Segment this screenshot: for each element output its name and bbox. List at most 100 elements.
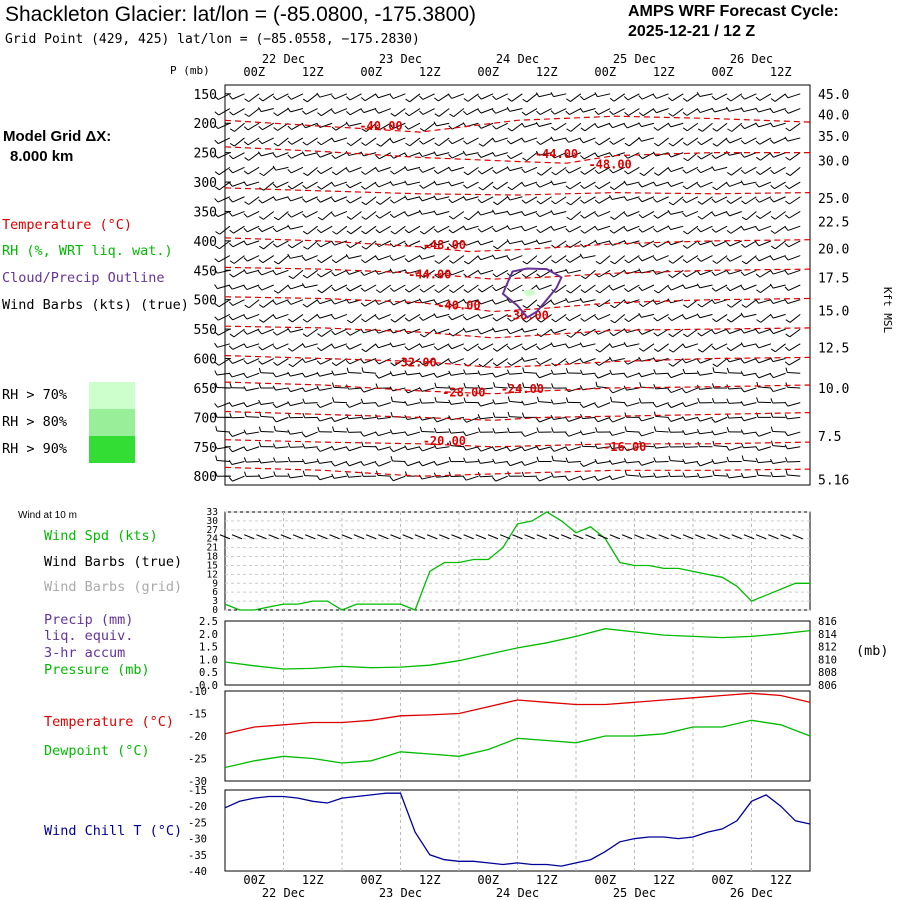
wind-barb	[760, 314, 772, 323]
wind-10m-barb	[280, 534, 291, 540]
wind-barb-flag	[272, 227, 277, 233]
wind-barb-flag	[433, 346, 439, 351]
wind-barb-flag	[756, 470, 759, 476]
wind-barb-flag	[594, 199, 600, 204]
wind-barb	[480, 475, 494, 478]
wind-barb	[687, 299, 699, 308]
wind-barb-flag	[594, 212, 599, 217]
wind-barb	[365, 225, 377, 235]
wind-barb	[216, 430, 230, 433]
wind-barb	[232, 166, 245, 174]
wind-barb-flag	[389, 342, 394, 348]
wind-barb-flag	[755, 256, 760, 262]
wind-barb-flag	[711, 398, 715, 404]
wind-barb	[467, 358, 479, 367]
wind-barb-flag	[287, 213, 292, 218]
wind-barb	[350, 137, 362, 147]
wind-barb-flag	[667, 316, 673, 321]
wind-barb	[424, 122, 435, 132]
wind-barb-flag	[551, 455, 554, 461]
wind-barb	[407, 196, 421, 201]
wind-barb-flag	[623, 342, 628, 347]
wind-barb-flag	[566, 128, 572, 132]
wind-10m-barb	[646, 534, 657, 540]
wind-barb-flag	[550, 153, 555, 159]
wind-barb-flag	[462, 327, 467, 333]
height-tick-label: 22.5	[818, 215, 849, 230]
wind-barb-flag	[784, 270, 789, 275]
wind-barb-flag	[346, 142, 352, 147]
wind-barb	[422, 461, 435, 467]
wind-barb-flag	[638, 228, 643, 233]
wind-barb-flag	[696, 283, 701, 289]
wind-barb	[261, 358, 274, 365]
wind-barb-flag	[331, 382, 335, 388]
wind-barb-flag	[448, 215, 454, 220]
wind-barb-flag	[419, 140, 424, 145]
wind-barb	[480, 269, 494, 275]
wind-barb-flag	[521, 432, 526, 437]
wind-barb-flag	[361, 142, 366, 146]
wind-barb-flag	[374, 93, 379, 99]
wind-barb-flag	[316, 229, 322, 234]
wind-barb-flag	[653, 172, 659, 176]
wind-barb-flag	[565, 397, 569, 403]
wind-10m-barb	[597, 534, 608, 540]
wind-barb-flag	[740, 124, 745, 130]
wind-barb	[627, 152, 640, 159]
wind-barb	[599, 255, 611, 265]
wind-barb-flag	[711, 329, 716, 335]
wind-barb-flag	[463, 457, 466, 463]
wind-barb-flag	[624, 142, 630, 147]
wind-barb-flag	[769, 197, 775, 203]
wind-barb	[626, 343, 640, 348]
wind-barb-flag	[433, 240, 438, 246]
wind-barb-flag	[243, 446, 248, 452]
wind-barb-flag	[696, 227, 702, 233]
wind-barb	[744, 284, 757, 291]
precip-tick-label: 2.0	[199, 629, 218, 641]
wind-barb-flag	[623, 458, 627, 464]
wind-barb-flag	[287, 253, 291, 259]
wind-10m-barb	[634, 534, 645, 540]
wind-barb-flag	[462, 418, 467, 423]
wind-barb	[642, 284, 655, 292]
wind-barb	[393, 137, 406, 144]
wind-barb-flag	[258, 319, 264, 323]
wind-barb-flag	[477, 228, 482, 233]
wind-barb	[348, 255, 362, 259]
wind-barb-flag	[360, 358, 365, 364]
wind-barb	[422, 93, 435, 100]
wind-barb	[553, 343, 567, 348]
wind-barb	[465, 431, 479, 437]
precip-tick-label: 2.5	[199, 616, 218, 628]
wind-barb	[540, 314, 552, 323]
wind-barb-flag	[214, 171, 220, 176]
wind-barb-flag	[448, 125, 453, 130]
wind-barb	[730, 196, 743, 204]
wind-barb-flag	[301, 123, 306, 129]
wind-barb-flag	[244, 157, 249, 161]
wind-barb-flag	[463, 369, 466, 375]
wind-barb	[582, 299, 596, 303]
wind-barb	[276, 181, 289, 188]
wind-barb-flag	[404, 166, 408, 171]
wind-barb	[261, 152, 274, 157]
wind-barb	[335, 122, 348, 131]
wind-barb-flag	[243, 373, 248, 378]
wind-barb	[641, 255, 655, 262]
wind-barb	[582, 343, 596, 348]
wind-barb-flag	[755, 171, 761, 175]
wind-barb-flag	[346, 96, 351, 101]
height-tick-label: 25.0	[818, 192, 849, 207]
legend-temperature: Temperature (°C)	[2, 217, 133, 233]
wind-barb-flag	[331, 286, 336, 292]
wind-barb-flag	[228, 372, 233, 378]
wind-barb-flag	[667, 373, 672, 378]
wind-barb-flag	[477, 401, 482, 407]
wind-10m-barb	[524, 534, 535, 540]
wind-barb-flag	[740, 358, 745, 364]
wind-barb	[788, 284, 801, 291]
wind-barb-flag	[229, 333, 235, 338]
wind-barb	[421, 416, 435, 421]
